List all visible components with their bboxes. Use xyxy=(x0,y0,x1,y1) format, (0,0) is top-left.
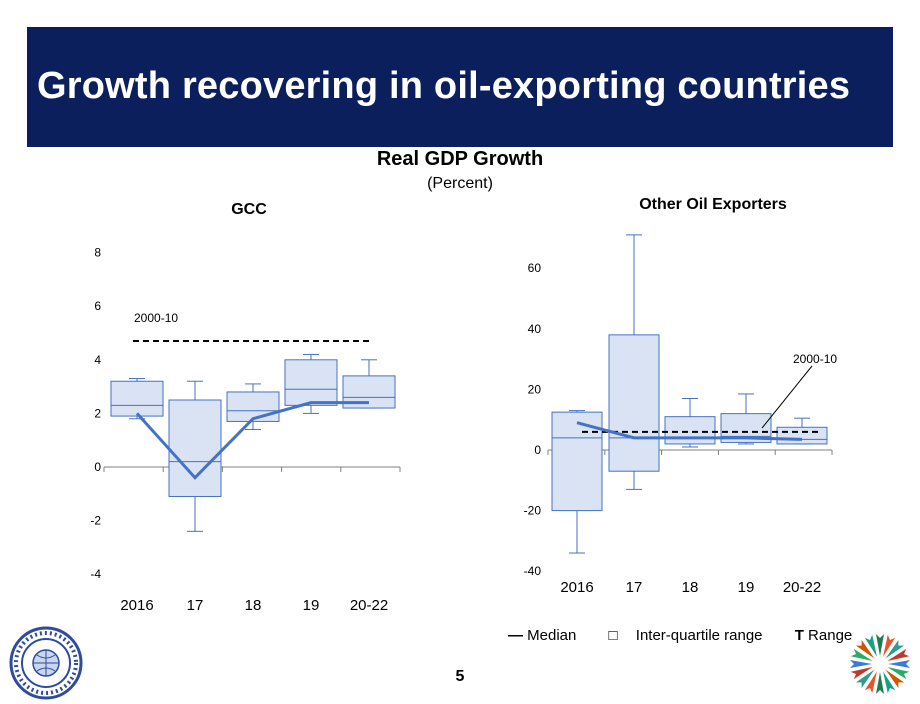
iqr-box xyxy=(110,380,164,417)
iqr-box xyxy=(226,391,280,422)
legend-iqr-label: Inter-quartile range xyxy=(635,627,763,644)
legend-median-label: Median xyxy=(527,627,577,644)
y-tick-label: -20 xyxy=(524,504,542,518)
y-tick-label: 4 xyxy=(94,353,101,367)
x-tick-label: 2016 xyxy=(560,579,593,596)
iqr-box xyxy=(284,359,338,406)
reference-label: 2000-10 xyxy=(793,352,837,366)
emblem-petal xyxy=(885,639,905,659)
legend-range: T Range xyxy=(795,627,867,644)
emblem-petal xyxy=(850,667,873,680)
y-tick-label: 6 xyxy=(94,299,101,313)
y-tick-label: 40 xyxy=(528,322,542,336)
legend-range-label: Range xyxy=(808,627,853,644)
legend-median-symbol: — xyxy=(508,627,523,644)
emblem-petal xyxy=(876,672,884,694)
median-series-line xyxy=(135,401,369,480)
y-tick-label: 0 xyxy=(94,460,101,474)
legend-median: — Median xyxy=(508,627,590,644)
star-emblem-icon xyxy=(850,634,910,694)
x-tick-label: 17 xyxy=(626,579,643,596)
x-tick-label: 20-22 xyxy=(350,597,388,614)
imf-seal-icon xyxy=(9,626,83,700)
emblem-petal xyxy=(855,669,875,689)
emblem-petal xyxy=(876,634,884,656)
emblem-petal xyxy=(855,639,875,659)
page-number: 5 xyxy=(455,668,465,685)
chart-title: Other Oil Exporters xyxy=(639,196,787,213)
title-banner: Growth recovering in oil-exporting count… xyxy=(27,27,893,147)
x-tick-label: 20-22 xyxy=(783,579,821,596)
legend: — Median □ Inter-quartile range T Range xyxy=(508,627,880,644)
emblem-petal xyxy=(887,648,910,661)
y-tick-label: 0 xyxy=(534,443,541,457)
emblem-petal xyxy=(883,671,896,694)
emblem-petal xyxy=(850,648,873,661)
emblem-petal xyxy=(864,634,877,657)
chart-main-title: Real GDP Growth xyxy=(376,148,544,170)
iqr-box xyxy=(608,334,660,472)
legend-iqr-symbol: □ xyxy=(608,627,618,644)
median-series-line xyxy=(576,421,803,441)
chart-title: GCC xyxy=(231,201,267,218)
y-tick-label: 20 xyxy=(528,382,542,396)
emblem-petal xyxy=(885,669,905,689)
y-tick-label: -4 xyxy=(90,567,101,581)
y-tick-label: -2 xyxy=(90,514,101,528)
y-tick-label: 60 xyxy=(528,261,542,275)
reference-label-leader xyxy=(761,365,813,429)
legend-iqr: □ Inter-quartile range xyxy=(609,627,777,644)
x-tick-label: 19 xyxy=(303,597,320,614)
emblem-petal xyxy=(883,634,896,657)
y-tick-label: 8 xyxy=(94,246,101,260)
iqr-box xyxy=(776,426,828,445)
chart-panel-1: Other Oil Exporters 60 40 20 0 -20 -40 2016 17 18… xyxy=(524,196,838,596)
chart-panel-0: GCC 8 6 4 2 0 -2 -4 2016 17 18 19 20-22 2000-10 xyxy=(90,201,401,614)
emblem-petal xyxy=(850,660,872,668)
x-tick-label: 18 xyxy=(245,597,262,614)
iqr-box xyxy=(168,399,222,497)
slide-title: Growth recovering in oil-exporting count… xyxy=(37,65,851,107)
iqr-box xyxy=(664,416,716,445)
x-tick-label: 18 xyxy=(682,579,699,596)
chart-main-subtitle: (Percent) xyxy=(427,175,493,192)
legend-range-symbol: T xyxy=(794,627,804,644)
emblem-petal xyxy=(888,660,910,668)
emblem-petal xyxy=(864,671,877,694)
y-tick-label: -40 xyxy=(524,564,542,578)
y-tick-label: 2 xyxy=(94,406,101,420)
reference-label: 2000-10 xyxy=(134,311,178,325)
x-tick-label: 2016 xyxy=(120,597,153,614)
x-tick-label: 19 xyxy=(738,579,755,596)
emblem-petal xyxy=(887,667,910,680)
x-tick-label: 17 xyxy=(187,597,204,614)
